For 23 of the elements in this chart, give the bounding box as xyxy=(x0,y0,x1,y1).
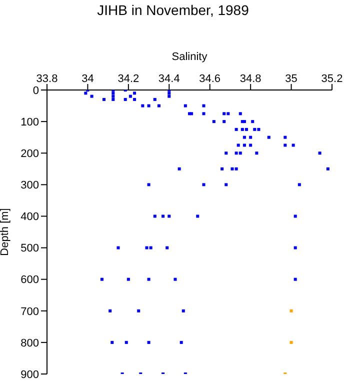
x-tick-label: 34 xyxy=(82,73,94,85)
x-tick-label: 33.8 xyxy=(36,73,58,85)
y-tick-label: 900 xyxy=(20,368,39,381)
point xyxy=(290,309,293,312)
x-tick-label: 34.2 xyxy=(118,73,140,85)
y-tick-label: 100 xyxy=(20,116,39,128)
x-tick-label: 34.4 xyxy=(158,73,180,85)
y-tick-label: 0 xyxy=(32,84,39,97)
x-tick-label: 35.2 xyxy=(321,73,343,85)
x-tick-label: 35 xyxy=(285,73,298,85)
chart-title: JIHB in November, 1989 xyxy=(96,2,250,18)
y-tick-label: 500 xyxy=(20,242,39,255)
y-tick-label: 400 xyxy=(20,211,39,224)
y-axis-title: Depth [m] xyxy=(0,208,11,256)
x-tick-label: 34.8 xyxy=(240,73,262,85)
y-tick-label: 700 xyxy=(20,306,39,318)
y-tick-label: 800 xyxy=(20,337,39,350)
y-tick-label: 600 xyxy=(20,274,39,286)
y-tick-label: 300 xyxy=(20,180,39,192)
x-tick-label: 34.6 xyxy=(199,73,221,85)
x-axis-title: Salinity xyxy=(172,50,208,63)
y-tick-label: 200 xyxy=(20,148,39,160)
point xyxy=(290,340,293,344)
